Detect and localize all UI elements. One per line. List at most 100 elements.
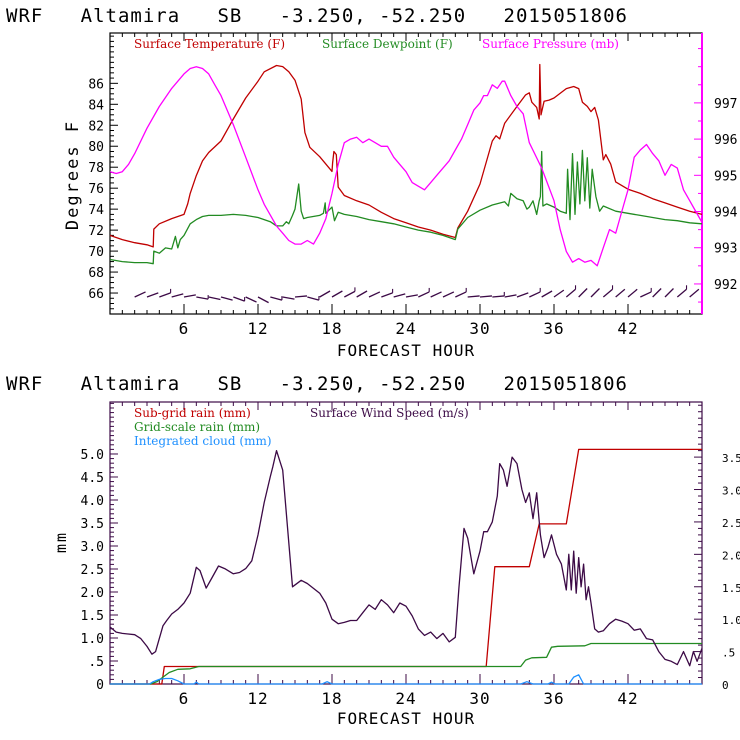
y2-tick-label: 2.5 bbox=[722, 517, 740, 530]
y-tick-label: 68 bbox=[88, 266, 104, 281]
wind-barb bbox=[590, 288, 600, 298]
wind-barb bbox=[602, 288, 613, 298]
wind-barb bbox=[220, 296, 233, 301]
y-tick-label: 82 bbox=[88, 119, 104, 134]
surface-temperature-line bbox=[109, 63, 703, 248]
wind-barb bbox=[627, 288, 638, 298]
wind-barb bbox=[270, 296, 283, 301]
legend-integrated-cloud: Integrated cloud (mm) bbox=[134, 434, 272, 448]
y-tick-label: 1.0 bbox=[81, 632, 104, 647]
legend-surface-dewpoint: Surface Dewpoint (F) bbox=[322, 37, 453, 51]
legend-subgrid-rain: Sub-grid rain (mm) bbox=[134, 406, 251, 420]
y-tick-label: 5.0 bbox=[81, 448, 104, 463]
bottom-x-axis-label: FORECAST HOUR bbox=[337, 709, 475, 728]
y2-tick-label: 3.0 bbox=[722, 485, 740, 498]
wind-barb bbox=[405, 294, 418, 298]
wind-barb bbox=[455, 291, 467, 298]
y2-tick-label: 995 bbox=[714, 169, 737, 184]
y2-tick-label: 1.5 bbox=[722, 582, 740, 595]
wind-barb bbox=[307, 296, 320, 301]
wind-barb bbox=[331, 290, 343, 298]
wind-barb bbox=[146, 292, 159, 298]
y2-tick-label: 993 bbox=[714, 242, 737, 257]
bottom-y2-ticks: 0 .5 1.0 1.5 2.0 2.5 3.0 3.5 bbox=[694, 404, 740, 692]
legend-gridscale-rain: Grid-scale rain (mm) bbox=[134, 420, 260, 434]
x-tick-label: 12 bbox=[247, 689, 268, 708]
surface-wind-speed-line bbox=[109, 449, 703, 667]
wind-barb bbox=[196, 296, 209, 300]
wind-barb bbox=[257, 296, 269, 304]
bottom-x-ticks: 6 12 18 24 30 36 42 bbox=[121, 402, 691, 708]
x-tick-label: 24 bbox=[395, 689, 416, 708]
wind-barb bbox=[467, 295, 480, 298]
wind-barb bbox=[368, 291, 381, 298]
bottom-y-axis-label: mm bbox=[52, 531, 70, 553]
y-tick-label: 3.5 bbox=[81, 517, 104, 532]
wind-barb bbox=[344, 290, 356, 298]
wind-barb bbox=[664, 288, 674, 298]
top-y-ticks: 66 68 70 72 74 76 78 80 82 84 86 bbox=[88, 35, 118, 315]
wind-barb bbox=[208, 296, 221, 301]
wind-barb bbox=[183, 294, 196, 298]
wind-barb bbox=[640, 291, 652, 298]
surface-dewpoint-line bbox=[109, 149, 703, 265]
y-tick-label: 1.5 bbox=[81, 609, 104, 624]
y-tick-label: 84 bbox=[88, 98, 104, 113]
wind-barb bbox=[282, 296, 295, 300]
temperature-panel: WRF Altamira SB -3.250, -52.250 20150518… bbox=[6, 5, 738, 360]
y-tick-label: 72 bbox=[88, 224, 104, 239]
legend-surface-temperature: Surface Temperature (F) bbox=[134, 37, 285, 51]
x-tick-label: 36 bbox=[543, 689, 564, 708]
bottom-chart-title: WRF Altamira SB -3.250, -52.250 20150518… bbox=[6, 373, 628, 395]
wind-barb bbox=[430, 291, 442, 298]
wind-barb bbox=[159, 292, 171, 298]
integrated-cloud-line bbox=[110, 674, 702, 685]
y2-tick-label: .5 bbox=[722, 647, 735, 660]
y2-tick-label: 0 bbox=[722, 679, 729, 692]
x-tick-label: 18 bbox=[321, 319, 342, 338]
precipitation-panel: WRF Altamira SB -3.250, -52.250 20150518… bbox=[6, 373, 740, 728]
x-tick-label: 6 bbox=[179, 689, 190, 708]
x-tick-label: 30 bbox=[469, 689, 490, 708]
y-tick-label: 0 bbox=[96, 678, 104, 693]
top-x-ticks: 6 12 18 24 30 36 42 bbox=[121, 33, 691, 338]
wind-barb bbox=[381, 292, 393, 298]
y-tick-label: 74 bbox=[88, 203, 104, 218]
x-tick-label: 18 bbox=[321, 689, 342, 708]
wind-barb bbox=[516, 292, 529, 298]
bottom-y-ticks: 0 .5 1.0 1.5 2.0 2.5 3.0 3.5 4.0 4.5 5.0 bbox=[81, 402, 118, 693]
y-tick-label: 76 bbox=[88, 182, 104, 197]
y2-tick-label: 3.5 bbox=[722, 452, 740, 465]
y-tick-label: 80 bbox=[88, 140, 104, 155]
wind-barb bbox=[356, 290, 368, 298]
wind-barb bbox=[442, 291, 455, 298]
y-tick-label: 78 bbox=[88, 161, 104, 176]
wind-barb bbox=[418, 291, 430, 298]
y2-tick-label: 992 bbox=[714, 278, 737, 293]
y2-tick-label: 996 bbox=[714, 133, 737, 148]
y-tick-label: 66 bbox=[88, 287, 104, 302]
x-tick-label: 24 bbox=[395, 319, 416, 338]
top-x-axis-label: FORECAST HOUR bbox=[337, 341, 475, 360]
top-y-axis-label: Degrees F bbox=[63, 120, 83, 230]
legend-surface-wind-speed: Surface Wind Speed (m/s) bbox=[310, 406, 469, 420]
wind-barbs bbox=[134, 285, 700, 304]
wind-barb bbox=[529, 291, 541, 298]
wind-barb bbox=[504, 294, 517, 298]
y-tick-label: 70 bbox=[88, 245, 104, 260]
wind-barb bbox=[615, 288, 626, 298]
x-tick-label: 30 bbox=[469, 319, 490, 338]
x-tick-label: 42 bbox=[617, 319, 638, 338]
wind-barb bbox=[134, 291, 146, 298]
y-tick-label: 4.0 bbox=[81, 494, 104, 509]
y-tick-label: 4.5 bbox=[81, 471, 104, 486]
top-series bbox=[109, 63, 703, 267]
top-chart-title: WRF Altamira SB -3.250, -52.250 20150518… bbox=[6, 5, 628, 27]
top-y2-ticks: 992 993 994 995 996 997 bbox=[694, 48, 738, 303]
y-tick-label: .5 bbox=[88, 655, 104, 670]
wind-barb bbox=[479, 295, 493, 298]
y-tick-label: 3.0 bbox=[81, 540, 104, 555]
wind-barb bbox=[393, 293, 406, 298]
bottom-series bbox=[109, 448, 703, 685]
